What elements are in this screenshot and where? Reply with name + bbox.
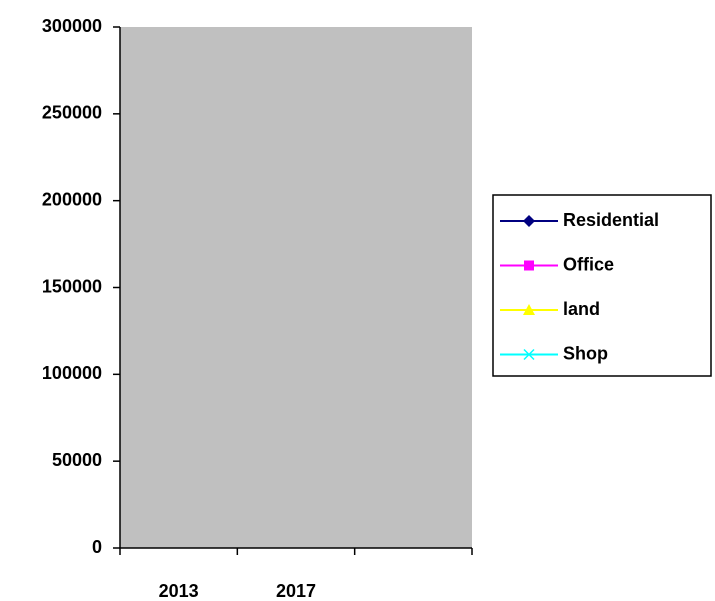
- legend-label: Shop: [563, 343, 608, 363]
- legend-marker: [523, 348, 535, 361]
- plot-area: [120, 27, 472, 548]
- legend-label: Residential: [563, 210, 659, 230]
- y-tick-label: 100000: [42, 363, 102, 383]
- y-tick-label: 0: [92, 537, 102, 557]
- legend-label: Office: [563, 254, 614, 274]
- legend-marker: [523, 215, 535, 227]
- x-tick-label: 2013: [159, 581, 199, 601]
- y-tick-label: 150000: [42, 276, 102, 296]
- y-tick-label: 300000: [42, 16, 102, 36]
- y-tick-label: 200000: [42, 189, 102, 209]
- legend-marker: [524, 260, 534, 271]
- y-tick-label: 50000: [52, 450, 102, 470]
- legend-marker: [523, 304, 535, 315]
- y-tick-label: 250000: [42, 103, 102, 123]
- x-tick-label: 2017: [276, 581, 316, 601]
- legend-label: land: [563, 299, 600, 319]
